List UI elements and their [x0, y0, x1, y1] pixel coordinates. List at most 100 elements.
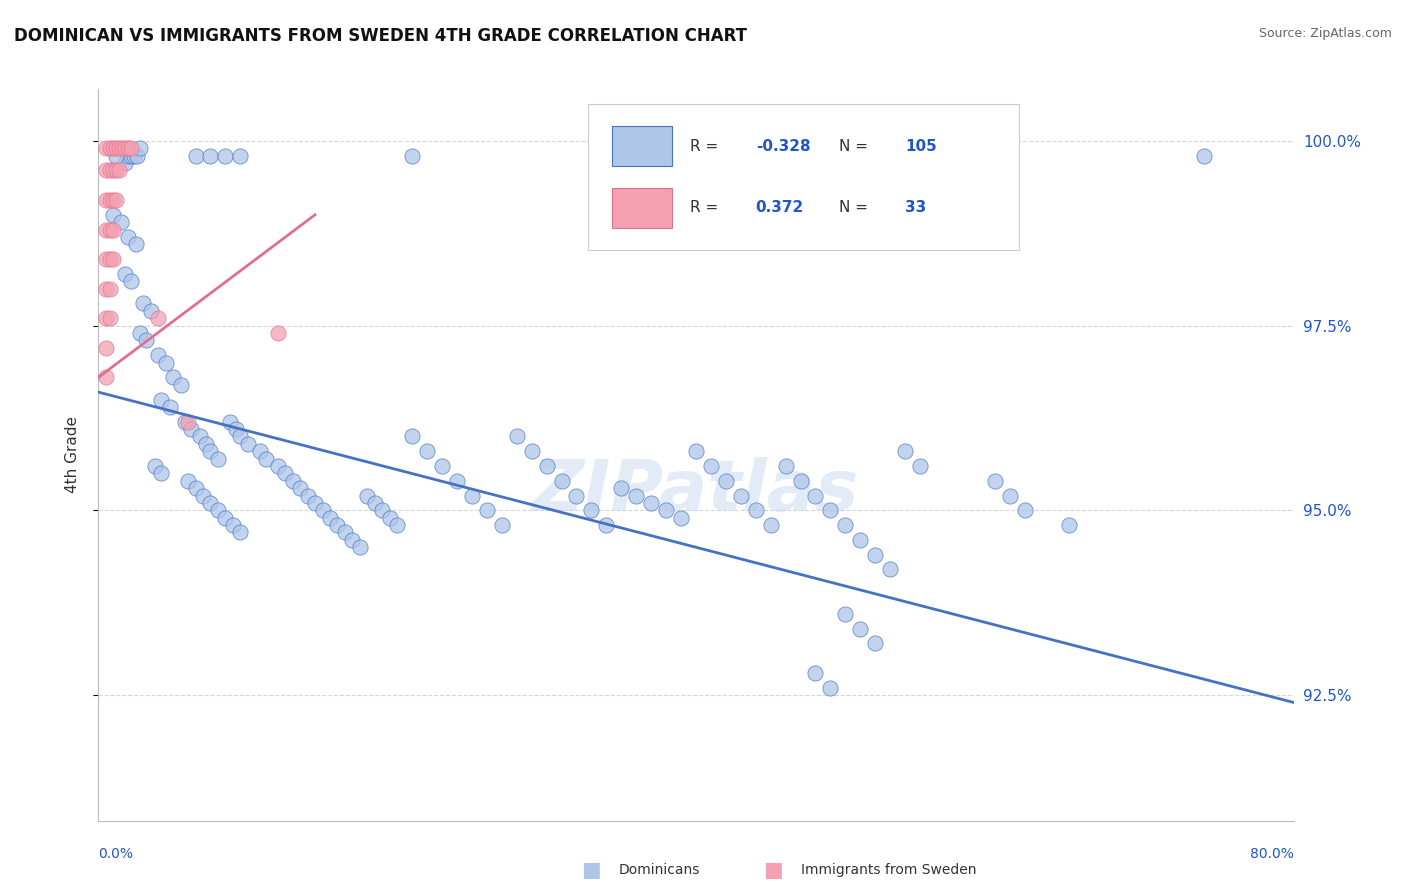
Text: 80.0%: 80.0%: [1250, 847, 1294, 862]
Point: [105, 193, 128, 207]
Point: [700, 458, 723, 473]
Point: [120, 149, 142, 163]
Point: [177, 415, 200, 429]
Text: DOMINICAN VS IMMIGRANTS FROM SWEDEN 4TH GRADE CORRELATION CHART: DOMINICAN VS IMMIGRANTS FROM SWEDEN 4TH …: [14, 27, 747, 45]
Point: [124, 149, 146, 163]
Point: [550, 474, 572, 488]
Point: [135, 334, 157, 348]
Point: [1014, 503, 1036, 517]
Point: [129, 326, 152, 340]
Point: [288, 481, 311, 495]
Point: [908, 458, 931, 473]
Point: [114, 267, 136, 281]
Point: [150, 392, 173, 407]
Point: [281, 474, 304, 488]
Point: [105, 141, 128, 155]
Point: [125, 237, 148, 252]
Point: [143, 458, 166, 473]
Point: [195, 437, 218, 451]
Point: [100, 222, 122, 236]
Y-axis label: 4th Grade: 4th Grade: [65, 417, 80, 493]
Text: 0.372: 0.372: [756, 200, 804, 215]
Text: 105: 105: [905, 139, 936, 153]
Point: [100, 141, 122, 155]
Point: [114, 156, 136, 170]
Point: [669, 510, 692, 524]
Point: [117, 230, 139, 244]
Point: [148, 311, 170, 326]
Point: [595, 518, 617, 533]
Point: [108, 141, 131, 155]
Point: [371, 503, 394, 517]
Point: [229, 429, 252, 443]
Point: [191, 489, 214, 503]
Point: [174, 415, 197, 429]
Point: [640, 496, 662, 510]
Point: [730, 489, 752, 503]
Point: [236, 437, 259, 451]
Point: [356, 489, 378, 503]
Point: [267, 326, 290, 340]
Point: [103, 252, 125, 267]
Point: [177, 474, 200, 488]
Text: N =: N =: [839, 139, 873, 153]
Point: [349, 541, 371, 555]
Point: [267, 458, 290, 473]
Text: ZIPatlas: ZIPatlas: [533, 457, 859, 526]
Point: [180, 422, 202, 436]
Point: [111, 141, 134, 155]
Point: [108, 163, 131, 178]
Point: [184, 481, 207, 495]
Point: [229, 525, 252, 540]
Point: [132, 296, 155, 310]
Point: [879, 562, 901, 576]
Point: [229, 149, 252, 163]
Point: [117, 149, 139, 163]
Point: [326, 518, 349, 533]
Point: [214, 510, 236, 524]
Point: [188, 429, 211, 443]
Point: [491, 518, 513, 533]
Point: [297, 489, 319, 503]
Point: [416, 444, 439, 458]
Point: [120, 141, 142, 155]
Point: [626, 489, 648, 503]
Point: [506, 429, 529, 443]
Point: [148, 348, 170, 362]
Point: [127, 149, 149, 163]
Point: [94, 163, 117, 178]
Point: [745, 503, 768, 517]
Point: [304, 496, 326, 510]
Point: [865, 636, 887, 650]
Point: [103, 193, 125, 207]
Point: [775, 458, 797, 473]
Text: 33: 33: [905, 200, 927, 215]
Point: [222, 518, 245, 533]
Point: [804, 489, 827, 503]
Text: Immigrants from Sweden: Immigrants from Sweden: [801, 863, 977, 877]
Point: [430, 458, 453, 473]
Point: [100, 252, 122, 267]
Point: [100, 282, 122, 296]
Point: [105, 149, 128, 163]
Text: 0.0%: 0.0%: [98, 847, 134, 862]
Point: [103, 208, 125, 222]
Point: [114, 141, 136, 155]
Point: [162, 370, 184, 384]
Text: -0.328: -0.328: [756, 139, 810, 153]
Point: [120, 274, 142, 288]
Text: ■: ■: [763, 860, 783, 880]
Text: R =: R =: [690, 200, 723, 215]
Point: [1059, 518, 1081, 533]
Point: [100, 163, 122, 178]
Point: [100, 311, 122, 326]
Point: [169, 377, 191, 392]
Point: [129, 141, 152, 155]
Point: [94, 311, 117, 326]
Point: [105, 163, 128, 178]
Point: [820, 503, 842, 517]
Point: [155, 355, 177, 369]
Point: [139, 303, 162, 318]
Point: [849, 622, 872, 636]
Point: [655, 503, 678, 517]
